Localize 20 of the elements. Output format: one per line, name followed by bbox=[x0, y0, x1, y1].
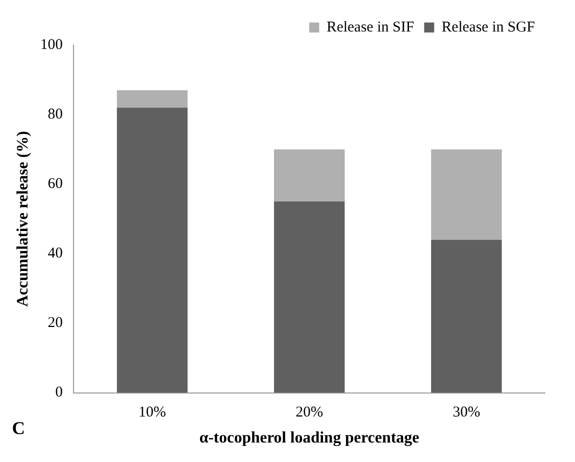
y-axis-title: Accumulative release (%) bbox=[14, 131, 32, 307]
y-tick-label: 80 bbox=[48, 106, 63, 122]
x-axis-title: α-tocopherol loading percentage bbox=[199, 430, 420, 447]
y-tick-label: 20 bbox=[48, 315, 63, 332]
x-tick-label: 30% bbox=[452, 404, 480, 421]
y-tick-label: 0 bbox=[55, 384, 63, 401]
y-tick-label: 100 bbox=[40, 36, 63, 53]
legend-label: Release in SGF bbox=[442, 19, 536, 36]
y-tick-label: 40 bbox=[48, 246, 63, 262]
bar bbox=[116, 108, 188, 393]
bar bbox=[274, 149, 345, 202]
x-tick-label: 10% bbox=[138, 404, 166, 421]
legend-label: Release in SIF bbox=[326, 19, 414, 36]
text: C bbox=[12, 418, 25, 439]
bar bbox=[431, 149, 502, 240]
x-tick-label: 20% bbox=[296, 404, 324, 421]
y-tick-label: 60 bbox=[48, 176, 63, 192]
bar bbox=[274, 202, 345, 393]
bar bbox=[116, 90, 188, 108]
bar bbox=[431, 240, 502, 393]
